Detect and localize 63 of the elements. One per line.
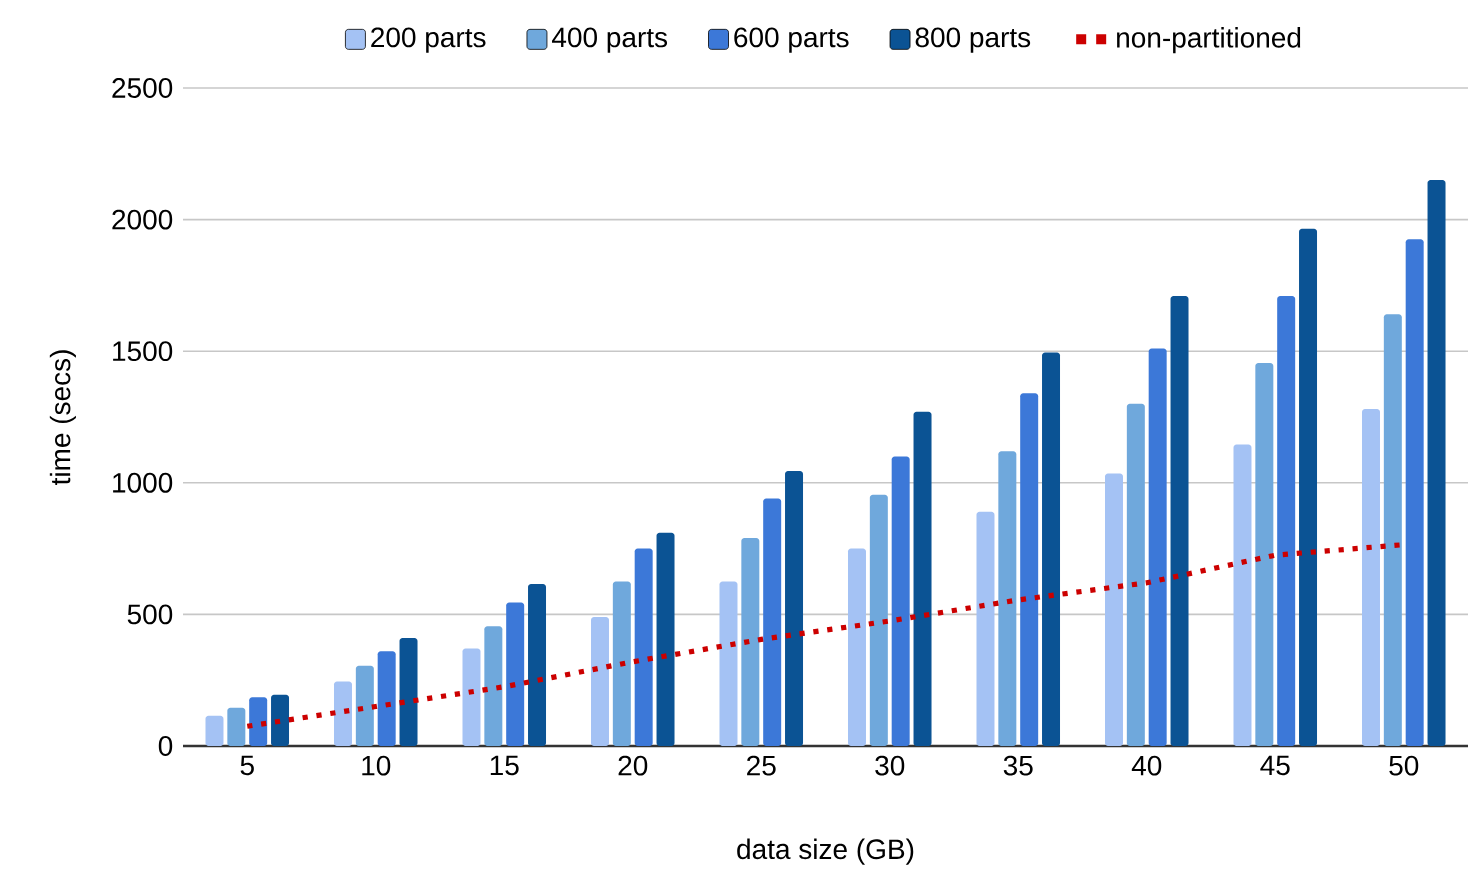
bar xyxy=(334,681,352,746)
bar xyxy=(634,548,653,746)
bar xyxy=(528,584,547,746)
x-tick-label: 40 xyxy=(1131,755,1162,776)
bar xyxy=(1042,352,1061,746)
bar xyxy=(484,626,503,746)
bar xyxy=(249,697,268,746)
bar xyxy=(612,581,631,746)
y-tick-label: 500 xyxy=(127,604,173,625)
x-axis-title: data size (GB) xyxy=(737,838,914,865)
y-axis-title: time (secs) xyxy=(49,350,76,485)
bar xyxy=(785,470,804,746)
bar xyxy=(355,665,374,746)
bar xyxy=(591,617,609,746)
bar xyxy=(227,707,246,746)
y-tick-label: 1500 xyxy=(113,341,173,362)
bar xyxy=(1277,295,1296,746)
bar xyxy=(719,581,738,746)
bar xyxy=(1405,239,1424,746)
x-tick-label: 50 xyxy=(1389,755,1419,776)
bar xyxy=(271,694,290,746)
bar xyxy=(506,602,525,746)
bar xyxy=(847,548,866,746)
x-tick-label: 30 xyxy=(875,755,905,776)
y-tick-label: 2500 xyxy=(112,78,173,98)
bar xyxy=(869,494,888,746)
bar xyxy=(1383,314,1402,746)
bar xyxy=(1170,295,1189,746)
y-tick-label: 0 xyxy=(158,736,173,756)
bar xyxy=(1148,348,1167,746)
bar xyxy=(1299,228,1318,746)
legend-label: 800 parts xyxy=(915,27,1031,53)
bar xyxy=(377,651,396,746)
legend-label: 200 parts xyxy=(371,27,486,53)
bar xyxy=(741,538,760,746)
bar xyxy=(656,532,675,746)
y-tick-label: 1000 xyxy=(113,472,173,493)
bar xyxy=(763,498,782,746)
bar xyxy=(913,411,932,746)
bar xyxy=(976,511,995,746)
x-tick-label: 15 xyxy=(490,755,519,776)
bar xyxy=(891,456,910,746)
bar xyxy=(1361,409,1380,746)
bar xyxy=(1233,444,1252,746)
bar xyxy=(998,451,1017,746)
bar xyxy=(205,715,224,746)
bar xyxy=(1255,363,1274,746)
x-tick-label: 20 xyxy=(618,755,648,776)
bar xyxy=(1427,180,1446,746)
bar xyxy=(399,638,418,746)
y-tick-label: 2000 xyxy=(112,209,173,230)
legend-label: 400 parts xyxy=(551,27,668,53)
legend-label: non-partitioned xyxy=(1117,27,1301,54)
bar xyxy=(462,648,481,746)
bar xyxy=(1020,393,1039,746)
x-tick-label: 10 xyxy=(362,755,391,776)
x-tick-label: 25 xyxy=(747,755,776,776)
x-tick-label: 45 xyxy=(1260,755,1290,776)
bar xyxy=(1126,403,1145,746)
x-tick-label: 35 xyxy=(1003,755,1033,776)
bar xyxy=(1105,473,1123,746)
x-tick-label: 5 xyxy=(240,755,254,776)
legend-label: 600 parts xyxy=(734,27,849,53)
